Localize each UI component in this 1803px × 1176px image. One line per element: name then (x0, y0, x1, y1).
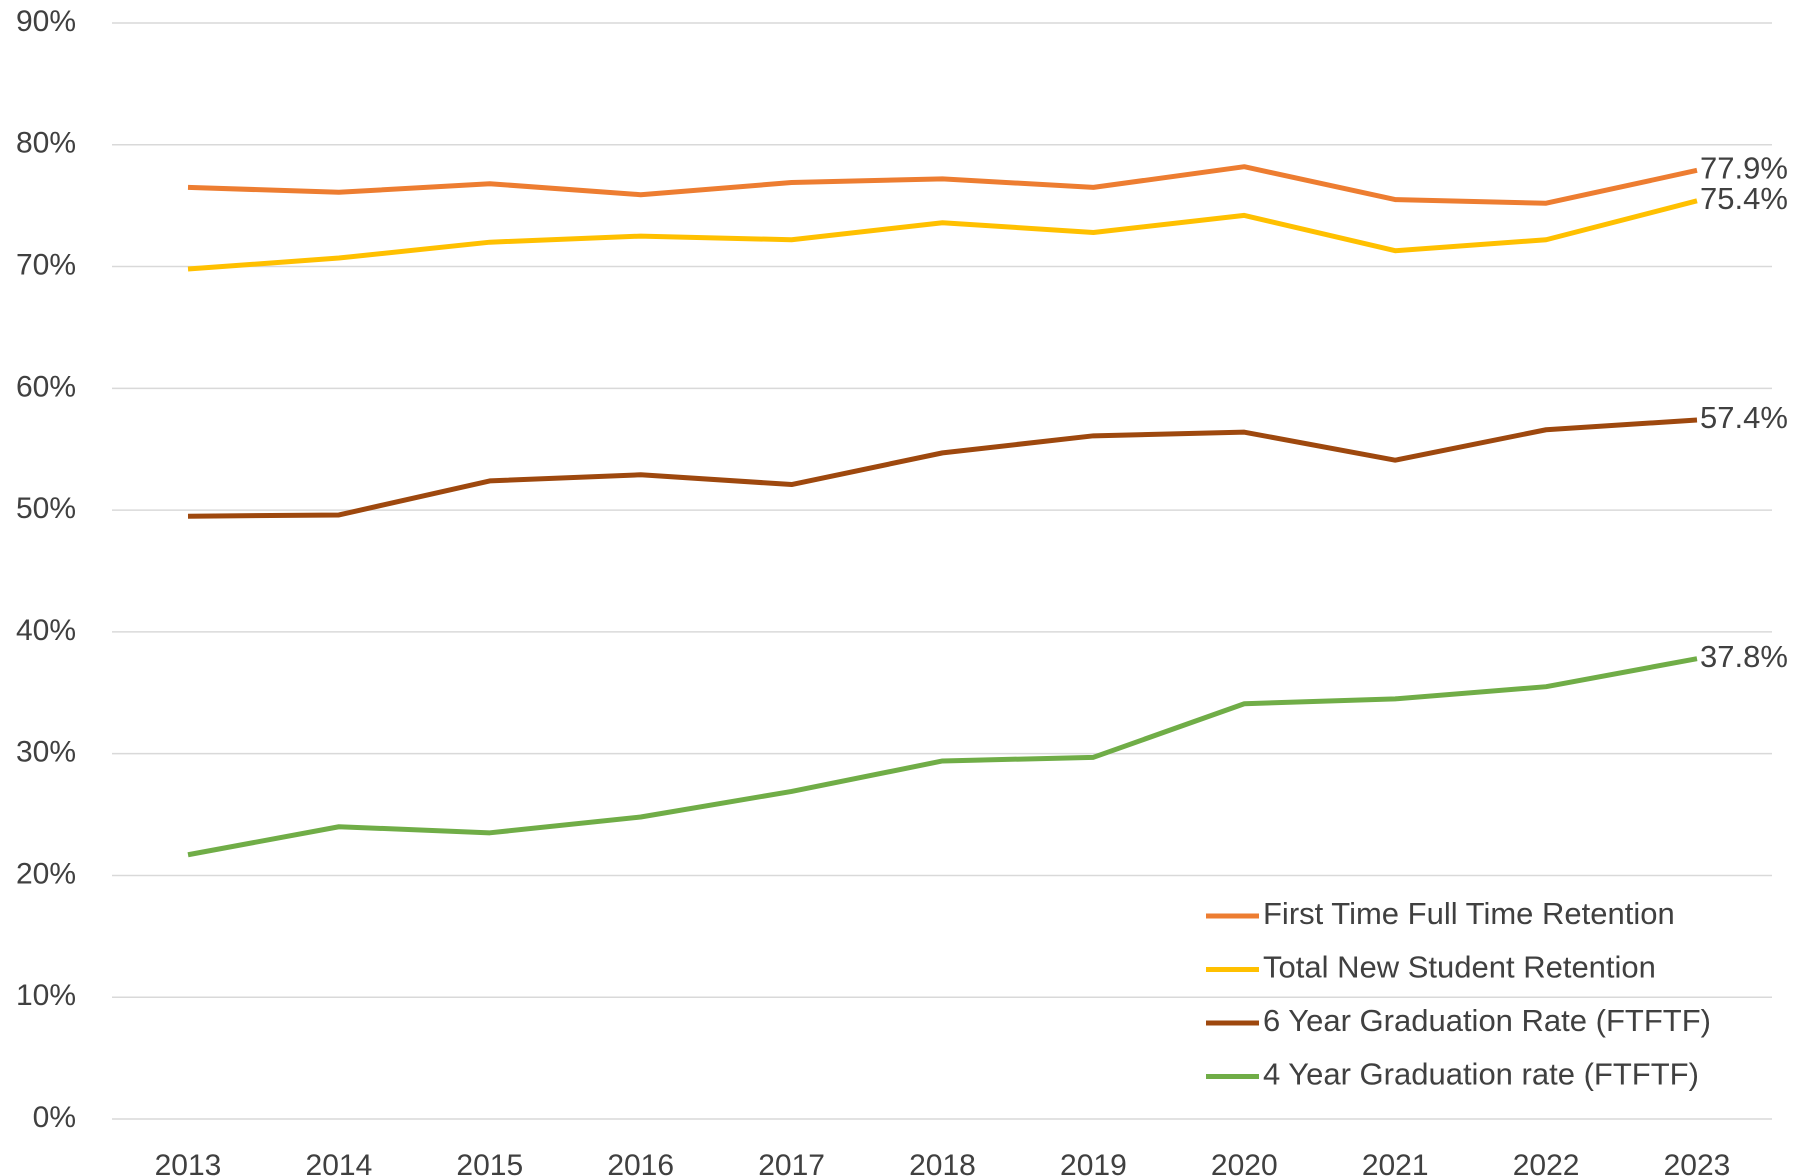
series-line (187, 164, 1698, 206)
data-label: 37.8% (1700, 639, 1788, 674)
y-tick-label: 70% (16, 248, 76, 281)
y-tick-label: 20% (16, 857, 76, 890)
data-label: 57.4% (1700, 400, 1788, 435)
x-tick-label: 2018 (909, 1149, 976, 1176)
legend-label: 6 Year Graduation Rate (FTFTF) (1263, 1003, 1711, 1038)
x-tick-label: 2016 (607, 1149, 674, 1176)
x-tick-label: 2014 (306, 1149, 373, 1176)
x-tick-label: 2022 (1513, 1149, 1580, 1176)
series-line (187, 417, 1698, 519)
data-label: 77.9% (1700, 151, 1788, 186)
x-tick-label: 2021 (1362, 1149, 1429, 1176)
series-line (187, 656, 1698, 858)
y-tick-label: 10% (16, 979, 76, 1012)
legend-label: First Time Full Time Retention (1263, 896, 1675, 931)
data-label: 75.4% (1700, 181, 1788, 216)
y-tick-label: 40% (16, 614, 76, 647)
y-tick-label: 80% (16, 127, 76, 160)
y-tick-label: 30% (16, 736, 76, 769)
x-tick-label: 2015 (456, 1149, 523, 1176)
x-tick-label: 2013 (155, 1149, 222, 1176)
legend-label: Total New Student Retention (1263, 950, 1656, 985)
x-tick-label: 2017 (758, 1149, 825, 1176)
y-tick-label: 0% (33, 1101, 76, 1134)
y-tick-label: 90% (16, 5, 76, 38)
y-tick-label: 60% (16, 370, 76, 403)
x-tick-label: 2023 (1664, 1149, 1731, 1176)
x-tick-label: 2019 (1060, 1149, 1127, 1176)
legend-label: 4 Year Graduation rate (FTFTF) (1263, 1057, 1699, 1092)
x-tick-label: 2020 (1211, 1149, 1278, 1176)
y-tick-label: 50% (16, 492, 76, 525)
series-line (187, 198, 1698, 272)
